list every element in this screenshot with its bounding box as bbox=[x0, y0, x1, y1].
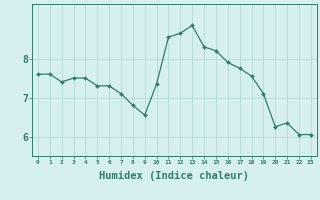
X-axis label: Humidex (Indice chaleur): Humidex (Indice chaleur) bbox=[100, 171, 249, 181]
